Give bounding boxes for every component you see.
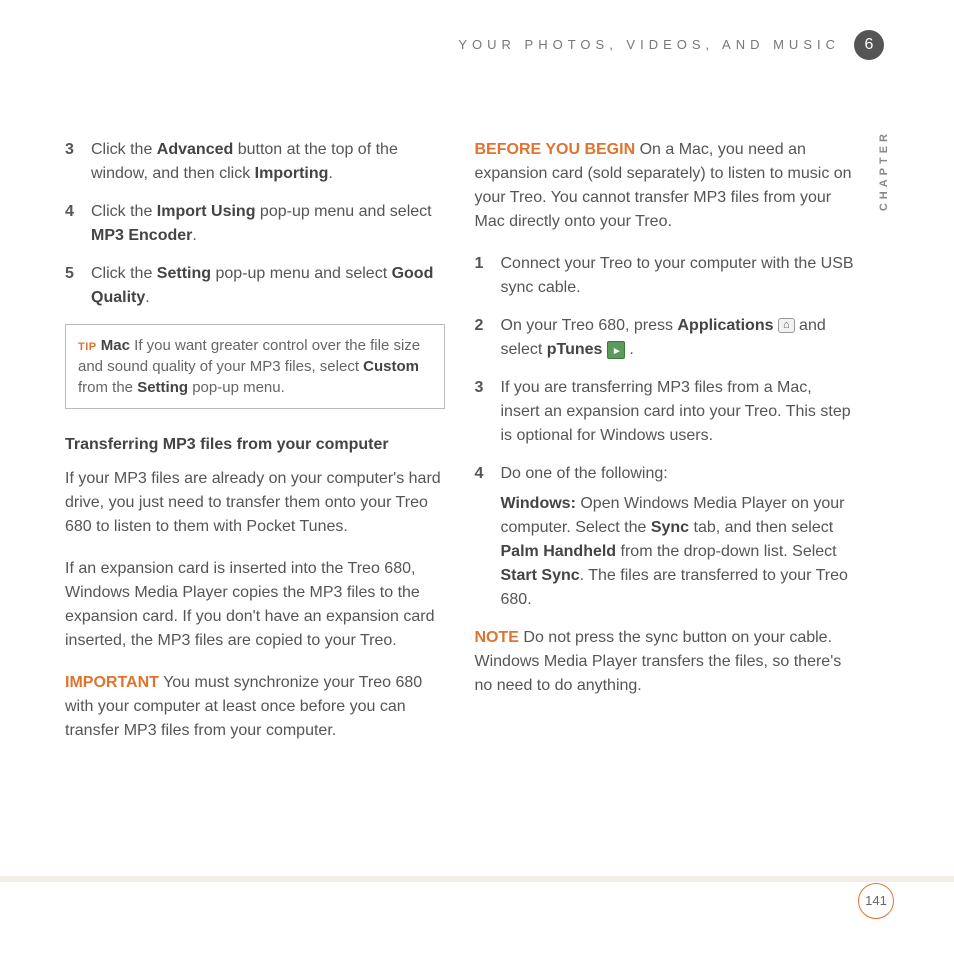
step-number: 5: [65, 262, 79, 310]
paragraph: If your MP3 files are already on your co…: [65, 467, 445, 539]
r-step-1: 1 Connect your Treo to your computer wit…: [475, 252, 855, 300]
chapter-badge: 6: [854, 30, 884, 60]
header-title: YOUR PHOTOS, VIDEOS, AND MUSIC: [458, 35, 840, 55]
windows-instructions: Windows: Open Windows Media Player on yo…: [501, 492, 855, 612]
right-column: BEFORE YOU BEGIN On a Mac, you need an e…: [475, 138, 855, 864]
left-column: 3 Click the Advanced button at the top o…: [65, 138, 445, 864]
chapter-number: 6: [865, 33, 874, 57]
step-4: 4 Click the Import Using pop-up menu and…: [65, 200, 445, 248]
home-icon: ⌂: [778, 318, 795, 333]
step-number: 2: [475, 314, 489, 362]
page-header: YOUR PHOTOS, VIDEOS, AND MUSIC 6: [458, 30, 884, 60]
before-label: BEFORE YOU BEGIN: [475, 141, 636, 158]
step-body: Click the Advanced button at the top of …: [91, 138, 445, 186]
step-body: Click the Import Using pop-up menu and s…: [91, 200, 445, 248]
note-label: NOTE: [475, 629, 519, 646]
step-body: On your Treo 680, press Applications ⌂ a…: [501, 314, 855, 362]
content-columns: 3 Click the Advanced button at the top o…: [65, 138, 854, 864]
page-number-badge: 141: [858, 883, 894, 919]
tip-box: TIP Mac If you want greater control over…: [65, 324, 445, 409]
step-3: 3 Click the Advanced button at the top o…: [65, 138, 445, 186]
before-you-begin: BEFORE YOU BEGIN On a Mac, you need an e…: [475, 138, 855, 234]
r-step-4: 4 Do one of the following: Windows: Open…: [475, 462, 855, 612]
r-step-3: 3 If you are transferring MP3 files from…: [475, 376, 855, 448]
step-body: Connect your Treo to your computer with …: [501, 252, 855, 300]
page-number: 141: [865, 891, 887, 911]
note-block: NOTE Do not press the sync button on you…: [475, 626, 855, 698]
footer-divider: [0, 876, 954, 882]
tip-label: TIP: [78, 341, 97, 353]
step-5: 5 Click the Setting pop-up menu and sele…: [65, 262, 445, 310]
step-number: 1: [475, 252, 489, 300]
important-label: IMPORTANT: [65, 674, 159, 691]
step-body: Click the Setting pop-up menu and select…: [91, 262, 445, 310]
step-body: Do one of the following: Windows: Open W…: [501, 462, 855, 612]
r-step-2: 2 On your Treo 680, press Applications ⌂…: [475, 314, 855, 362]
section-title: Transferring MP3 files from your compute…: [65, 433, 445, 457]
important-note: IMPORTANT You must synchronize your Treo…: [65, 671, 445, 743]
chapter-side-label: CHAPTER: [876, 130, 893, 211]
step-body: If you are transferring MP3 files from a…: [501, 376, 855, 448]
step-number: 4: [65, 200, 79, 248]
step-number: 3: [475, 376, 489, 448]
step-number: 3: [65, 138, 79, 186]
ptunes-icon: [607, 341, 625, 359]
step-number: 4: [475, 462, 489, 612]
paragraph: If an expansion card is inserted into th…: [65, 557, 445, 653]
